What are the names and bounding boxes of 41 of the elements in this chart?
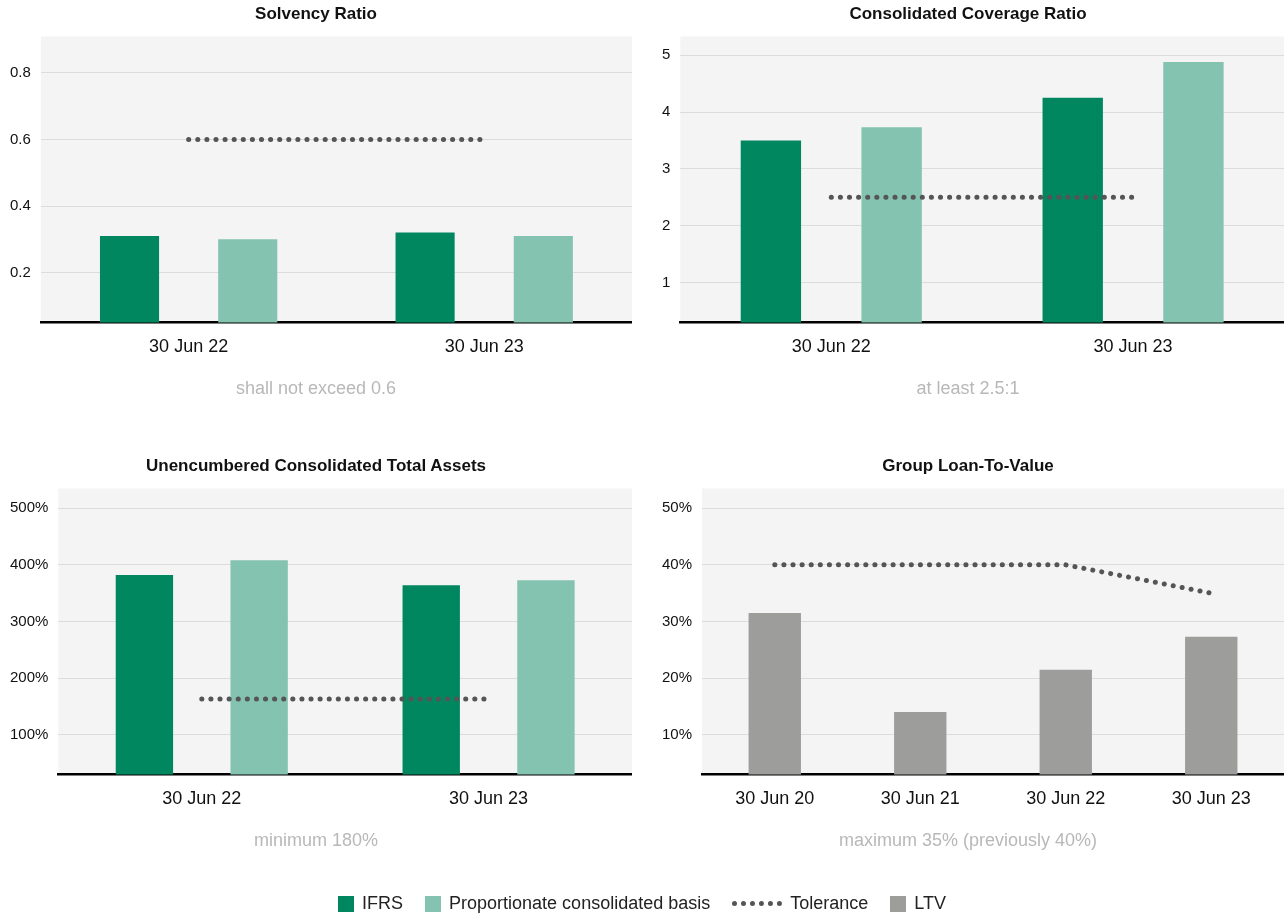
x-tick-label: 30 Jun 22 <box>1026 788 1106 809</box>
text: at least 2.5:1 <box>915 378 1021 399</box>
y-tick-label: 30% <box>661 611 693 629</box>
y-tick-label: 2 <box>662 215 671 233</box>
y-tick-label: 100% <box>9 724 49 742</box>
legend-label: LTV <box>914 893 946 914</box>
chart-title: Solvency Ratio <box>255 3 377 23</box>
y-tick-label: 1 <box>662 272 671 290</box>
chart-title: Group Loan-To-Value <box>882 455 1054 475</box>
y-tick-label: 400% <box>9 555 49 572</box>
x-tick-label: 30 Jun 20 <box>735 788 815 809</box>
legend-label: IFRS <box>362 893 404 914</box>
y-tick-label: 300% <box>9 611 49 629</box>
text: minimum 180% <box>252 830 379 851</box>
y-tick-label: 50% <box>661 498 693 516</box>
y-tick-label: 0.4 <box>9 196 31 214</box>
x-tick-label: 30 Jun 21 <box>880 788 960 809</box>
y-tick-label: 3 <box>662 159 671 177</box>
y-tick-label: 200% <box>9 668 49 686</box>
y-tick-label: 0.8 <box>9 63 31 81</box>
y-tick-label: 500% <box>9 498 49 516</box>
x-tick-label: 30 Jun 22 <box>162 788 242 809</box>
x-tick-label: 30 Jun 23 <box>449 788 529 809</box>
legend-label: Proportionate consolidated basis <box>449 893 711 914</box>
text: maximum 35% (previously 40%) <box>837 830 1099 851</box>
chart-title: Consolidated Coverage Ratio <box>849 3 1087 23</box>
x-tick-label: 30 Jun 22 <box>791 336 871 357</box>
x-tick-label: 30 Jun 23 <box>1171 788 1251 809</box>
legend-label: Tolerance <box>790 893 869 914</box>
text: shall not exceed 0.6 <box>234 378 398 399</box>
y-tick-label: 10% <box>661 724 693 742</box>
y-tick-label: 0.6 <box>9 129 31 147</box>
x-tick-label: 30 Jun 23 <box>1093 336 1173 357</box>
y-tick-label: 20% <box>661 668 693 686</box>
y-tick-label: 0.2 <box>9 262 31 280</box>
y-tick-label: 40% <box>661 555 693 572</box>
chart-title: Unencumbered Consolidated Total Assets <box>145 455 487 475</box>
y-tick-label: 5 <box>662 45 671 63</box>
x-tick-label: 30 Jun 23 <box>444 336 524 357</box>
y-tick-label: 4 <box>662 102 671 120</box>
x-tick-label: 30 Jun 22 <box>149 336 229 357</box>
